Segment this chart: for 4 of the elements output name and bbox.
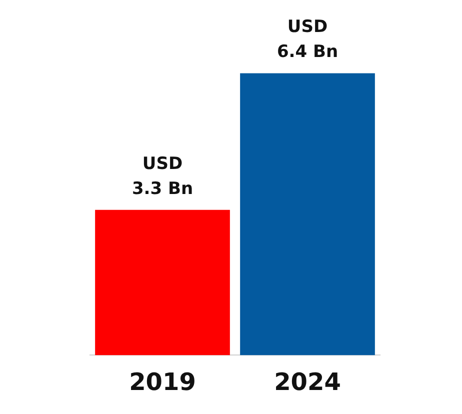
- data-label: USD 3.3 Bn: [132, 154, 194, 199]
- data-label: USD 6.4 Bn: [276, 17, 338, 62]
- x-tick-label: 2024: [274, 368, 341, 396]
- x-tick-label: 2019: [129, 368, 196, 396]
